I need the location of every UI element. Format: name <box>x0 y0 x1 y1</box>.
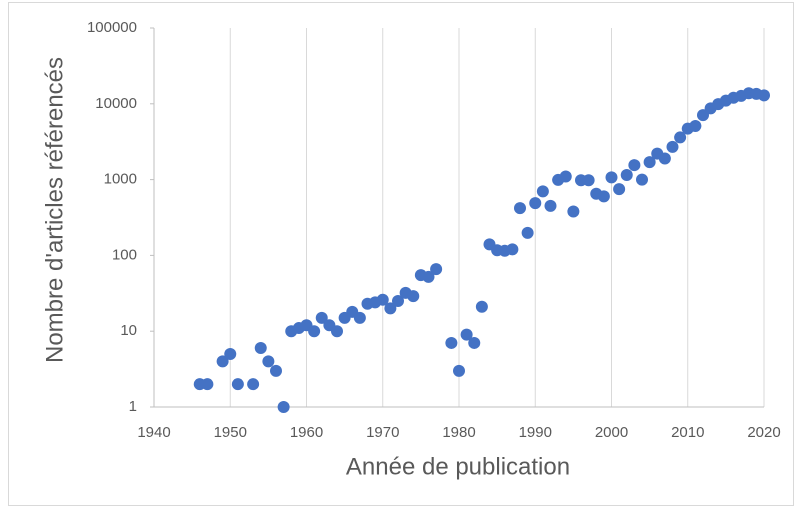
point <box>758 89 770 102</box>
point <box>567 205 580 218</box>
point <box>628 159 641 172</box>
point <box>582 174 595 187</box>
y-tick-label: 1000 <box>104 171 137 188</box>
point <box>407 290 420 303</box>
point <box>331 325 343 338</box>
point <box>529 197 542 210</box>
point <box>475 300 488 313</box>
point <box>224 348 237 361</box>
point <box>689 119 702 132</box>
point <box>201 378 214 391</box>
x-tick-label: 2000 <box>595 424 628 441</box>
x-tick-label: 1960 <box>290 424 323 441</box>
point <box>384 302 397 315</box>
x-tick-label: 2010 <box>671 424 704 441</box>
point <box>445 336 458 349</box>
x-tick-label: 2020 <box>747 424 780 441</box>
point <box>620 168 633 181</box>
point <box>643 156 656 169</box>
point <box>658 152 671 165</box>
x-axis-title: Année de publication <box>346 453 570 480</box>
point <box>613 183 626 196</box>
point <box>666 140 679 153</box>
x-tick-label: 1940 <box>137 424 170 441</box>
point <box>514 202 526 215</box>
point <box>315 311 328 324</box>
point <box>536 185 549 198</box>
point <box>544 199 557 212</box>
point <box>460 328 473 341</box>
point <box>216 355 229 368</box>
point <box>308 325 321 338</box>
point <box>453 364 465 377</box>
x-tick-label: 1980 <box>442 424 475 441</box>
y-axis-title: Nombre d'articles référencés <box>41 57 68 363</box>
point <box>247 378 260 391</box>
point <box>468 336 481 349</box>
point <box>597 190 610 203</box>
point <box>254 342 267 355</box>
x-tick-label: 1990 <box>519 424 552 441</box>
point <box>422 270 435 283</box>
point <box>231 378 244 391</box>
point <box>674 131 687 144</box>
point <box>636 173 648 186</box>
chart-border <box>8 2 794 506</box>
point <box>559 170 572 183</box>
point <box>521 226 534 239</box>
y-tick-label: 1 <box>129 398 137 415</box>
point <box>376 293 389 306</box>
x-tick-label: 1970 <box>366 424 399 441</box>
point <box>262 355 275 368</box>
point <box>277 401 290 413</box>
point <box>392 295 404 308</box>
y-tick-label: 10000 <box>95 95 137 112</box>
point <box>353 311 366 324</box>
y-tick-label: 100000 <box>87 19 137 36</box>
point <box>430 263 443 276</box>
point <box>506 243 519 256</box>
x-tick-label: 1950 <box>214 424 247 441</box>
y-tick-label: 100 <box>112 246 137 263</box>
y-tick-label: 10 <box>120 322 137 339</box>
point <box>270 364 282 377</box>
point <box>605 171 618 184</box>
